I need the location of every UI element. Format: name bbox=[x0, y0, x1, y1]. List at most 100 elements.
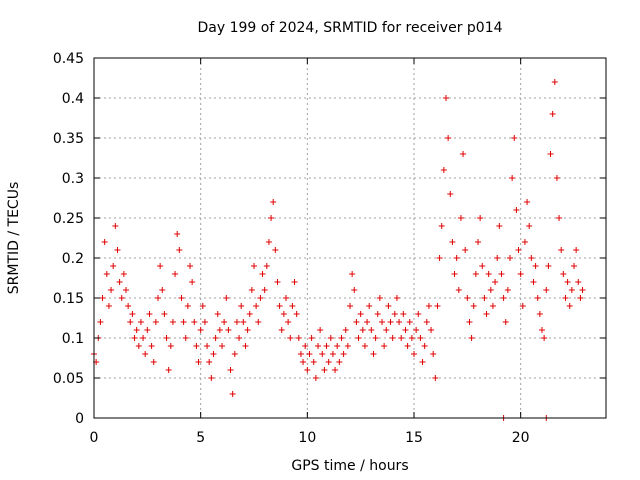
data-point bbox=[396, 319, 403, 325]
data-point bbox=[507, 255, 513, 261]
data-point bbox=[334, 343, 341, 349]
data-point bbox=[434, 303, 441, 309]
data-point bbox=[178, 295, 185, 301]
data-point bbox=[167, 343, 174, 349]
data-point bbox=[351, 287, 358, 293]
grid-lines bbox=[94, 58, 606, 418]
data-point bbox=[400, 311, 407, 317]
x-tick-label: 10 bbox=[298, 430, 316, 446]
data-point bbox=[391, 311, 398, 317]
data-point bbox=[278, 327, 285, 333]
x-tick-label: 15 bbox=[405, 430, 423, 446]
data-point bbox=[180, 319, 187, 325]
data-point bbox=[440, 167, 447, 173]
data-point bbox=[283, 295, 289, 301]
data-point bbox=[317, 327, 324, 333]
data-point bbox=[457, 215, 464, 221]
data-point bbox=[344, 343, 351, 349]
data-point bbox=[184, 303, 191, 309]
data-point bbox=[530, 279, 537, 285]
data-point bbox=[502, 319, 509, 325]
data-point bbox=[114, 247, 121, 253]
data-point bbox=[553, 175, 560, 181]
data-point bbox=[306, 351, 313, 357]
data-point bbox=[466, 319, 473, 325]
y-tick-label: 0.15 bbox=[53, 291, 84, 307]
data-point bbox=[165, 367, 172, 373]
data-point bbox=[321, 367, 328, 373]
data-point bbox=[413, 327, 420, 333]
data-point bbox=[191, 319, 198, 325]
data-point bbox=[255, 319, 262, 325]
data-point bbox=[425, 303, 432, 309]
data-point bbox=[315, 343, 321, 349]
data-point bbox=[163, 335, 170, 341]
data-point bbox=[477, 215, 484, 221]
data-point bbox=[187, 263, 193, 269]
data-point bbox=[97, 319, 104, 325]
data-point bbox=[475, 239, 481, 245]
data-point bbox=[221, 319, 228, 325]
data-point bbox=[532, 263, 539, 269]
data-point bbox=[174, 231, 181, 237]
data-point bbox=[137, 319, 144, 325]
data-point bbox=[494, 255, 501, 261]
data-point bbox=[509, 175, 516, 181]
data-point bbox=[349, 271, 356, 277]
y-tick-label: 0.05 bbox=[53, 371, 84, 387]
data-point bbox=[485, 271, 492, 277]
data-point bbox=[472, 271, 479, 277]
data-point bbox=[197, 327, 204, 333]
data-point bbox=[295, 335, 302, 341]
y-tick-label: 0.4 bbox=[62, 91, 84, 107]
data-point bbox=[355, 335, 362, 341]
data-point bbox=[176, 247, 183, 253]
data-point bbox=[338, 335, 345, 341]
y-tick-label: 0.1 bbox=[62, 331, 84, 347]
data-point bbox=[223, 295, 230, 301]
y-tick-label: 0.35 bbox=[53, 131, 84, 147]
data-point bbox=[432, 375, 439, 381]
data-point bbox=[468, 335, 475, 341]
data-point bbox=[460, 151, 467, 157]
data-point bbox=[464, 295, 471, 301]
data-point bbox=[573, 247, 580, 253]
data-point bbox=[131, 335, 138, 341]
data-point bbox=[268, 215, 275, 221]
data-point bbox=[556, 215, 563, 221]
data-point bbox=[127, 319, 134, 325]
data-point bbox=[297, 351, 304, 357]
data-point bbox=[110, 263, 117, 269]
data-point bbox=[210, 351, 217, 357]
data-point bbox=[289, 303, 296, 309]
y-tick-label: 0.2 bbox=[62, 251, 84, 267]
data-point bbox=[547, 151, 554, 157]
data-point bbox=[144, 327, 151, 333]
data-point bbox=[212, 335, 219, 341]
data-point bbox=[549, 111, 556, 117]
data-point bbox=[449, 239, 456, 245]
data-point bbox=[152, 319, 159, 325]
data-point bbox=[445, 135, 452, 141]
data-point bbox=[438, 223, 445, 229]
data-point bbox=[159, 287, 166, 293]
data-point bbox=[389, 335, 396, 341]
data-point bbox=[374, 311, 381, 317]
data-point bbox=[272, 247, 279, 253]
data-point bbox=[300, 359, 307, 365]
data-point bbox=[500, 295, 507, 301]
data-point bbox=[336, 359, 343, 365]
data-point bbox=[558, 247, 565, 253]
data-point bbox=[423, 319, 430, 325]
data-point bbox=[123, 287, 129, 293]
data-point bbox=[206, 359, 213, 365]
data-point bbox=[312, 375, 319, 381]
data-point bbox=[293, 311, 300, 317]
data-point bbox=[146, 311, 153, 317]
data-point bbox=[521, 239, 528, 245]
data-point bbox=[385, 303, 392, 309]
data-point bbox=[233, 319, 240, 325]
data-point bbox=[287, 335, 294, 341]
data-point bbox=[539, 327, 545, 333]
